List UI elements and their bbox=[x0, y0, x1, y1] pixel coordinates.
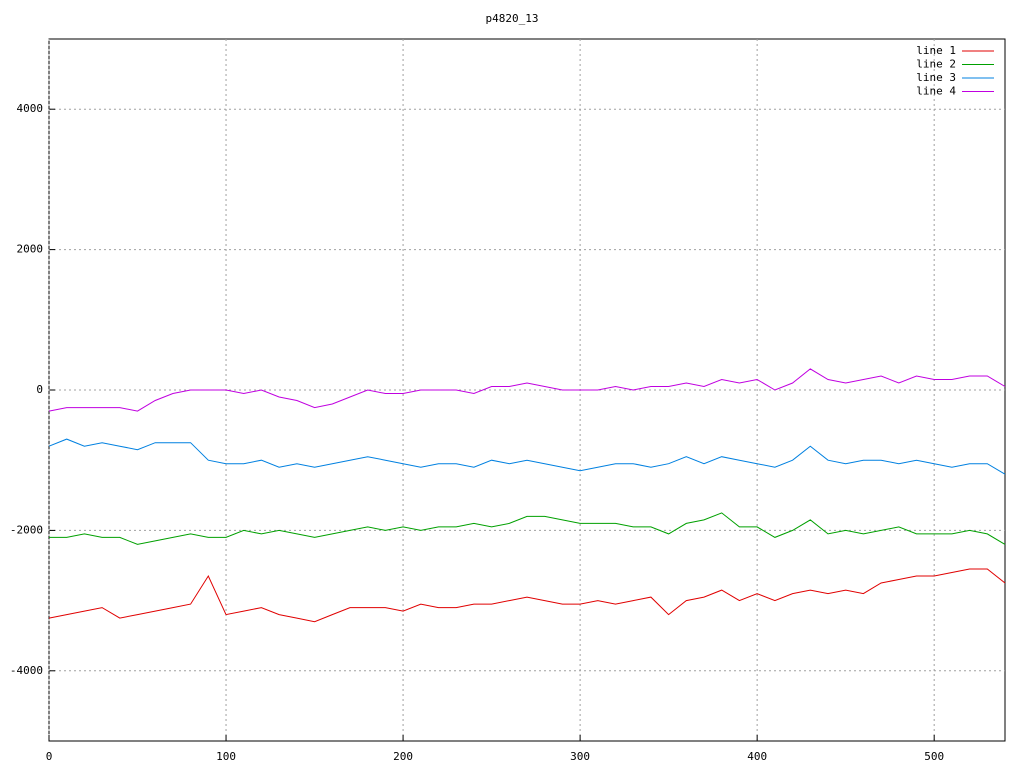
y-tick-label: 4000 bbox=[17, 102, 44, 115]
y-tick-label: 2000 bbox=[17, 243, 44, 256]
legend-label: line 3 bbox=[916, 71, 956, 84]
x-tick-label: 300 bbox=[570, 750, 590, 763]
y-tick-label: -2000 bbox=[10, 523, 43, 536]
x-tick-label: 0 bbox=[46, 750, 53, 763]
y-tick-label: 0 bbox=[36, 383, 43, 396]
series-line bbox=[49, 512, 1006, 545]
legend-label: line 2 bbox=[916, 58, 956, 71]
x-tick-label: 500 bbox=[924, 750, 944, 763]
x-tick-label: 400 bbox=[747, 750, 767, 763]
x-tick-label: 100 bbox=[216, 750, 236, 763]
series-line bbox=[48, 368, 1006, 412]
series-line bbox=[48, 568, 1006, 623]
legend-label: line 4 bbox=[916, 85, 956, 98]
series-line bbox=[48, 438, 1006, 475]
x-tick-label: 200 bbox=[393, 750, 413, 763]
y-tick-label: -4000 bbox=[10, 664, 43, 677]
chart-title: p4820_13 bbox=[486, 12, 539, 25]
legend-label: line 1 bbox=[916, 44, 956, 57]
